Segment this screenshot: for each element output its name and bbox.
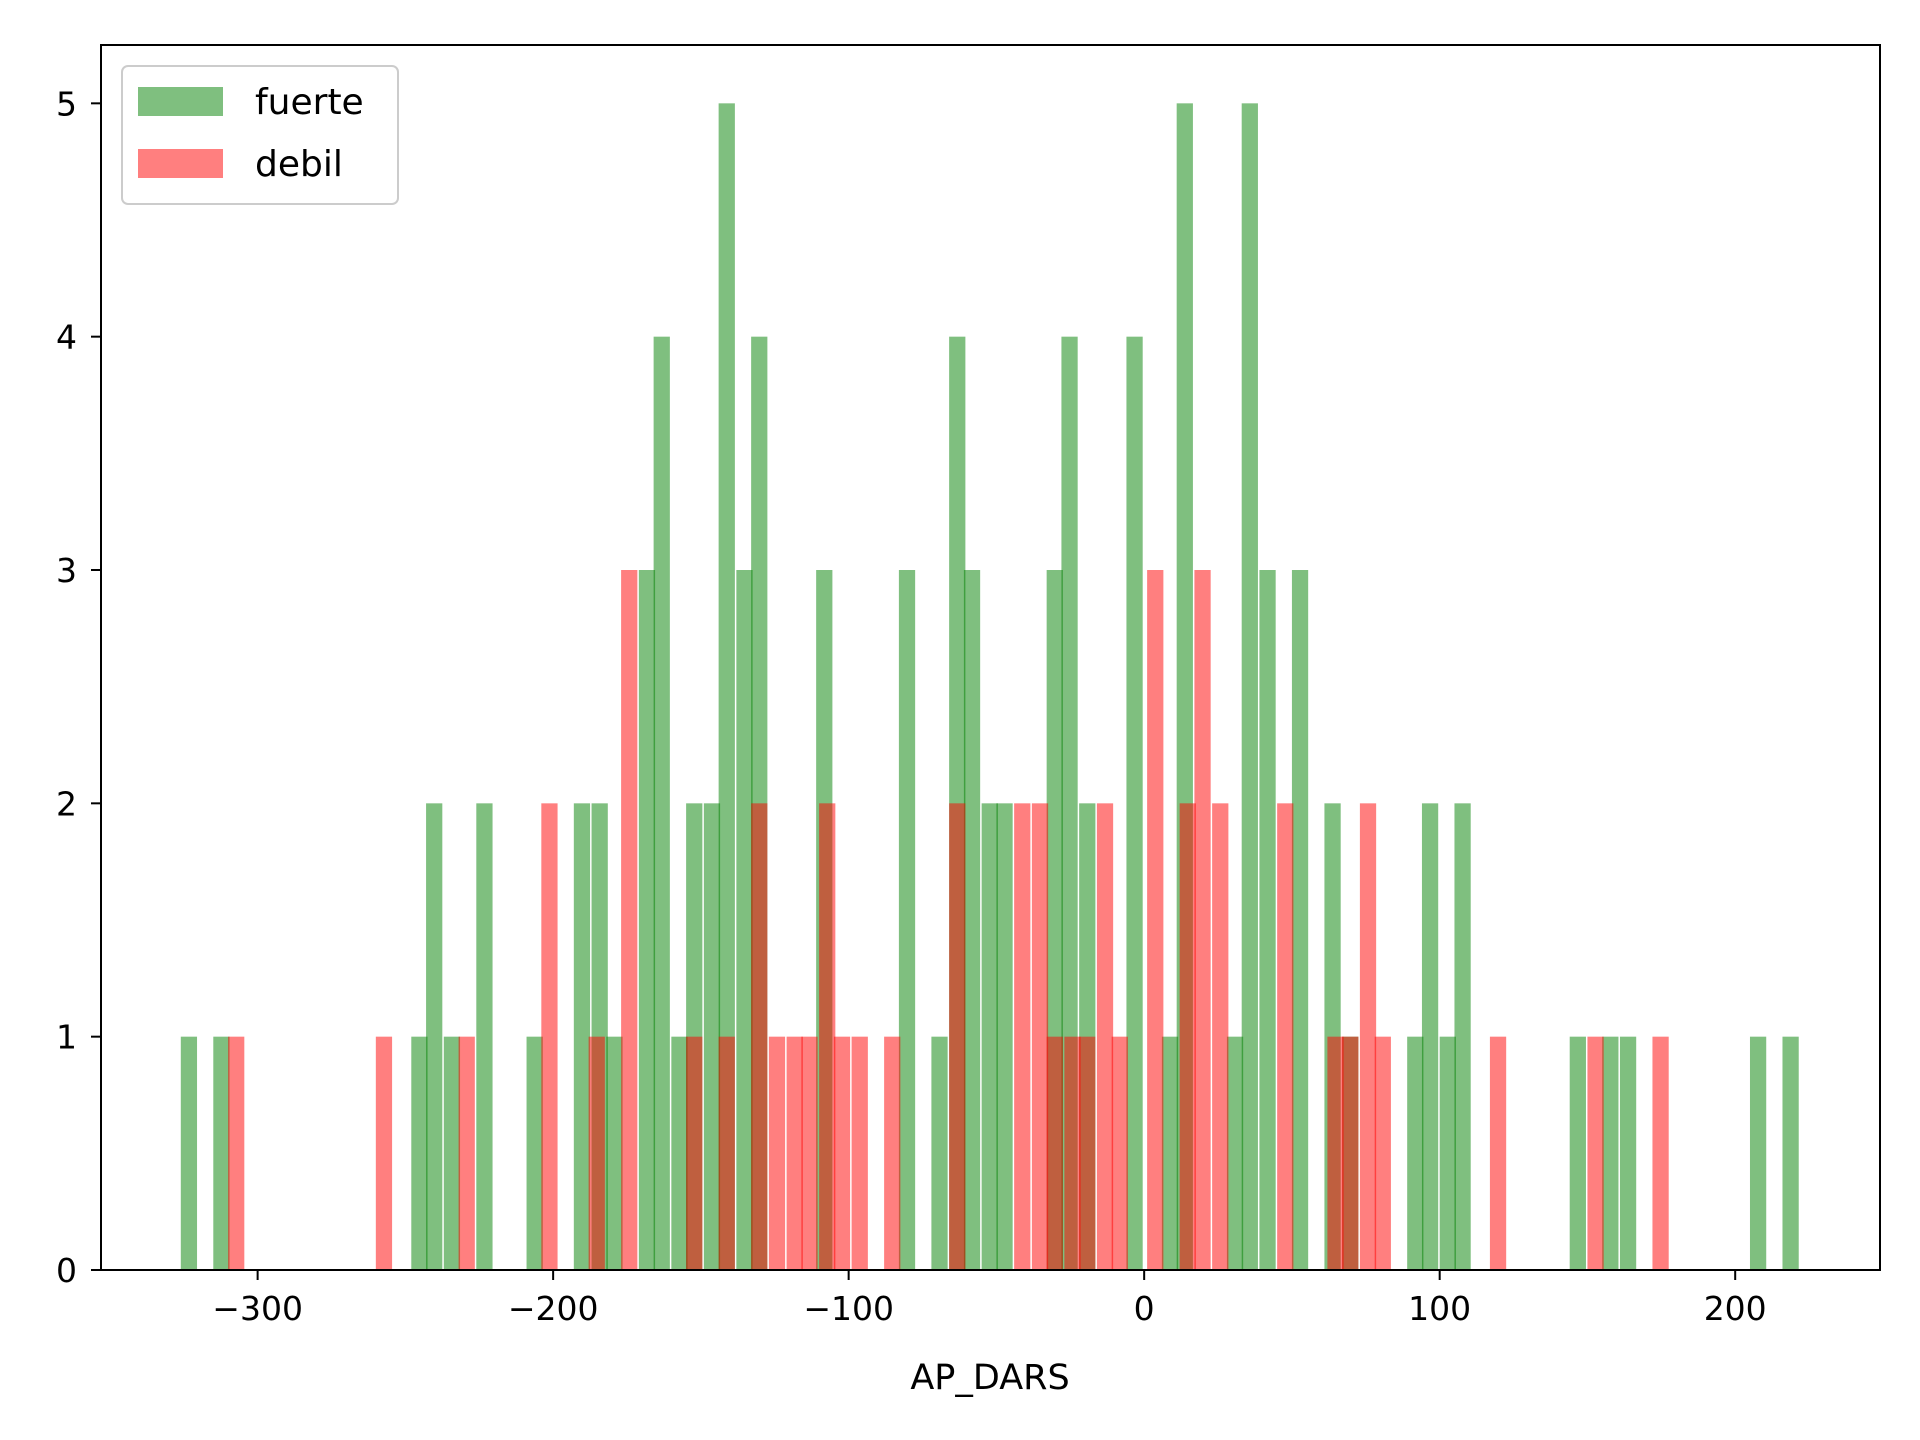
x-axis-ticks: −300 −200 −100 0 100 200 (212, 1270, 1767, 1328)
bars-layer (180, 103, 1799, 1271)
bar-debil-33 (1489, 1036, 1507, 1270)
bar-debil-3 (541, 803, 558, 1270)
bar-fuerte-34 (1291, 570, 1309, 1270)
x-tick-label: 200 (1704, 1289, 1767, 1328)
x-tick-label: 0 (1134, 1289, 1155, 1328)
bar-fuerte-44 (1749, 1036, 1767, 1270)
bar-debil-22 (1096, 803, 1114, 1270)
plot-frame (100, 44, 1881, 1271)
bar-fuerte-23 (981, 803, 998, 1270)
x-tick-label: −200 (508, 1289, 599, 1328)
bar-debil-4 (588, 1036, 605, 1270)
bar-fuerte-45 (1782, 1036, 1799, 1270)
x-tick-label: −300 (212, 1289, 303, 1328)
bar-debil-25 (1179, 803, 1196, 1270)
bar-fuerte-15 (718, 103, 735, 1270)
legend-label-debil: debil (255, 144, 343, 185)
y-tick-label: 4 (56, 318, 77, 357)
bar-debil-17 (1014, 803, 1031, 1270)
y-tick-label: 1 (56, 1018, 77, 1057)
bar-debil-11 (801, 1036, 818, 1270)
bar-debil-21 (1079, 1036, 1096, 1270)
bar-debil-18 (1031, 803, 1049, 1270)
bar-debil-20 (1064, 1036, 1081, 1270)
bar-fuerte-3 (426, 803, 443, 1270)
bar-debil-8 (751, 803, 768, 1270)
bar-fuerte-16 (736, 570, 753, 1270)
bar-fuerte-43 (1619, 1036, 1637, 1270)
bar-debil-30 (1342, 1036, 1359, 1270)
bar-debil-7 (718, 1036, 735, 1270)
bar-debil-12 (819, 803, 836, 1270)
bar-debil-2 (458, 1036, 475, 1270)
bar-debil-35 (1652, 1036, 1669, 1270)
x-tick-label: −100 (803, 1289, 894, 1328)
bar-fuerte-22 (963, 570, 981, 1270)
legend-swatch-debil (138, 149, 223, 178)
bar-fuerte-24 (996, 803, 1013, 1270)
bar-fuerte-41 (1569, 1036, 1586, 1270)
bar-debil-16 (949, 803, 966, 1270)
bar-debil-19 (1046, 1036, 1063, 1270)
bar-debil-14 (851, 1036, 868, 1270)
bar-fuerte-0 (180, 1036, 198, 1270)
y-tick-label: 0 (56, 1251, 77, 1290)
bar-debil-24 (1147, 570, 1164, 1270)
bar-fuerte-28 (1126, 336, 1143, 1271)
bar-debil-13 (833, 1036, 851, 1270)
bar-debil-1 (375, 1036, 393, 1270)
bar-fuerte-12 (671, 1036, 688, 1270)
bar-fuerte-38 (1421, 803, 1439, 1270)
bar-debil-0 (228, 1036, 245, 1270)
bar-fuerte-31 (1226, 1036, 1244, 1270)
bar-debil-34 (1587, 1036, 1604, 1270)
bar-debil-9 (768, 1036, 786, 1270)
y-tick-label: 2 (56, 784, 77, 823)
bar-fuerte-40 (1454, 803, 1471, 1270)
y-tick-label: 5 (56, 84, 77, 123)
bar-fuerte-20 (931, 1036, 948, 1270)
bar-fuerte-1 (213, 1036, 230, 1270)
bar-debil-26 (1194, 570, 1211, 1270)
bar-debil-27 (1212, 803, 1229, 1270)
bar-debil-6 (686, 1036, 703, 1270)
bar-fuerte-2 (411, 1036, 428, 1270)
bar-fuerte-33 (1259, 570, 1276, 1270)
bar-debil-5 (621, 570, 638, 1270)
y-axis-ticks: 0 1 2 3 4 5 (56, 84, 101, 1290)
bar-fuerte-19 (898, 570, 916, 1270)
bar-debil-32 (1374, 1036, 1391, 1270)
bar-debil-28 (1277, 803, 1294, 1270)
bar-debil-10 (786, 1036, 803, 1270)
bar-debil-23 (1111, 1036, 1128, 1270)
bar-fuerte-9 (606, 1036, 623, 1270)
bar-fuerte-39 (1439, 1036, 1456, 1270)
bar-fuerte-42 (1602, 1036, 1619, 1270)
bar-fuerte-5 (476, 803, 493, 1270)
bar-fuerte-4 (443, 1036, 461, 1270)
legend: fuerte debil (121, 65, 399, 205)
bar-fuerte-10 (638, 570, 656, 1270)
y-tick-label: 3 (56, 551, 77, 590)
bar-fuerte-7 (573, 803, 591, 1270)
bar-debil-15 (884, 1036, 901, 1270)
x-axis-label: AP_DARS (910, 1358, 1069, 1398)
bar-fuerte-37 (1407, 1036, 1424, 1270)
bar-fuerte-11 (653, 336, 670, 1271)
legend-label-fuerte: fuerte (255, 82, 364, 123)
legend-swatch-fuerte (138, 87, 223, 116)
bar-fuerte-29 (1161, 1036, 1179, 1270)
bar-fuerte-14 (703, 803, 721, 1270)
x-tick-label: 100 (1408, 1289, 1471, 1328)
bar-fuerte-6 (526, 1036, 543, 1270)
bar-fuerte-32 (1241, 103, 1258, 1270)
bar-debil-29 (1327, 1036, 1344, 1270)
bar-debil-31 (1359, 803, 1377, 1270)
